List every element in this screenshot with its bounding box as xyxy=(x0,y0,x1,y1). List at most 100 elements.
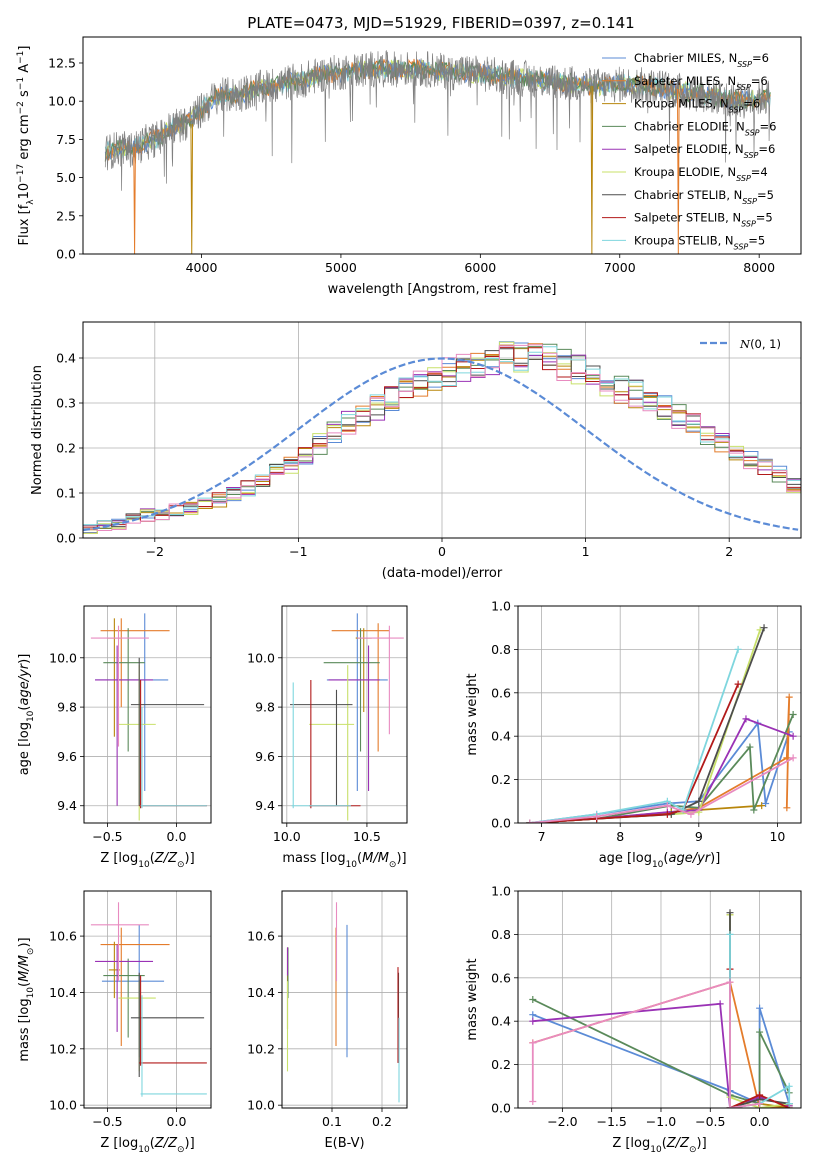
axes-frame xyxy=(517,890,802,1109)
y-tick-label: 9.6 xyxy=(57,749,77,764)
y-tick-label: 0.3 xyxy=(56,396,76,411)
label-part: ⊙ xyxy=(177,860,185,870)
label-part: N xyxy=(739,337,751,351)
weight-series-marker xyxy=(742,715,750,723)
label-part: mass weight xyxy=(465,673,480,755)
label-part: )] xyxy=(17,937,32,947)
label-part: λ xyxy=(26,199,36,205)
label-part: Chabrier MILES, N xyxy=(634,51,737,65)
y-tick-label: 1.0 xyxy=(491,599,511,614)
y-tick-label: 0.2 xyxy=(491,1057,511,1072)
legend-entry: N(0, 1) xyxy=(739,337,781,351)
label-part: SSP xyxy=(736,174,751,183)
weight-series-marker xyxy=(756,1004,764,1012)
y-tick-label: 10.0 xyxy=(49,650,77,665)
y-axis-label: mass weight xyxy=(465,673,480,755)
label-part: ( xyxy=(357,851,362,866)
label-part: ⊙ xyxy=(689,1145,697,1155)
weight-series-marker xyxy=(746,743,754,751)
label-part: SSP xyxy=(742,196,757,205)
y-axis-label: mass [log10(M/M⊙)] xyxy=(17,937,36,1061)
label-part: )] xyxy=(185,1136,195,1151)
label-part: mass [log xyxy=(282,851,345,866)
weight-series-marker xyxy=(726,978,734,986)
weight-series-marker xyxy=(789,754,797,762)
x-tick-label: 9 xyxy=(695,829,703,844)
y-tick-label: 0.8 xyxy=(491,642,511,657)
label-part: Z/Z xyxy=(154,1136,178,1151)
x-tick-label: 0.2 xyxy=(372,1114,392,1129)
y-tick-label: 0.0 xyxy=(491,1101,511,1116)
label-part: age [log xyxy=(599,851,652,866)
legend-entry: Chabrier MILES, NSSP=6 xyxy=(634,51,769,69)
axes-age-vs-Z: −0.5 0.09.49.69.810.0Z [log10(Z/Z⊙)]age [… xyxy=(17,605,212,870)
x-tick-label: −2.0 xyxy=(547,1114,577,1129)
label-part: )] xyxy=(17,654,32,664)
y-tick-label: 9.4 xyxy=(57,798,77,813)
weight-series-marker xyxy=(734,680,742,688)
label-part: E(B-V) xyxy=(324,1136,364,1151)
legend-entry: Salpeter ELODIE, NSSP=6 xyxy=(634,142,775,160)
axes-frame xyxy=(82,321,802,539)
label-part: Z/Z xyxy=(154,851,178,866)
x-axis-label: mass [log10(M/M⊙)] xyxy=(282,851,406,870)
weight-series-marker xyxy=(785,1100,793,1108)
label-part: age/yr xyxy=(668,851,711,866)
plot-area xyxy=(290,613,404,821)
x-tick-label: −1.5 xyxy=(596,1114,626,1129)
label-part: SSP xyxy=(734,242,749,251)
y-tick-label: 0.4 xyxy=(56,351,76,366)
label-part: SSP xyxy=(745,128,760,137)
y-tick-label: 0.8 xyxy=(491,927,511,942)
label-part: SSP xyxy=(729,105,744,114)
label-part: ⊙ xyxy=(389,860,397,870)
x-tick-label: 10.0 xyxy=(273,829,301,844)
y-tick-label: 10.0 xyxy=(247,1098,275,1113)
y-tick-label: 10.6 xyxy=(247,929,275,944)
weight-series-marker xyxy=(529,1097,537,1105)
axes-frame xyxy=(82,36,802,255)
axes-spectrum: 4000 5000 6000 7000 8000 0.0 2.5 5.0 7.5 10.0 12.5… xyxy=(16,36,802,297)
x-tick-label: 0.0 xyxy=(750,1114,770,1129)
errorbar-point xyxy=(130,972,205,1077)
label-part: )] xyxy=(710,851,720,866)
histogram-step-series xyxy=(83,344,801,532)
legend-entry: Salpeter STELIB, NSSP=5 xyxy=(634,211,773,229)
legend-entry: Salpeter MILES, NSSP=6 xyxy=(634,74,768,92)
errorbar-point xyxy=(130,657,205,806)
x-tick-label: 10.5 xyxy=(353,829,381,844)
errorbar-point xyxy=(139,975,207,1066)
y-tick-label: 5.0 xyxy=(56,170,76,185)
label-part: ⊙ xyxy=(26,948,36,956)
y-tick-label: 10.2 xyxy=(49,1041,77,1056)
label-part: Chabrier STELIB, N xyxy=(634,188,742,202)
plot-area xyxy=(90,902,207,1097)
errorbar-point xyxy=(323,628,380,752)
gaussian-curve xyxy=(83,357,799,532)
weight-series-marker xyxy=(762,799,770,807)
label-part: M/M xyxy=(17,955,32,982)
y-tick-label: 7.5 xyxy=(56,132,76,147)
y-tick-label: 10.4 xyxy=(49,985,77,1000)
y-axis-label: mass weight xyxy=(465,958,480,1040)
label-part: A xyxy=(17,64,32,77)
label-part: Chabrier ELODIE, N xyxy=(634,119,745,133)
label-part: =6 xyxy=(758,142,775,156)
plot-area xyxy=(526,624,797,823)
label-part: ( xyxy=(150,851,155,866)
label-part: age/yr xyxy=(17,662,32,705)
axes-frame xyxy=(281,605,408,824)
label-part: )] xyxy=(697,1136,707,1151)
x-tick-label: 10 xyxy=(769,829,785,844)
label-part: 10 xyxy=(138,1145,150,1155)
label-part: =6 xyxy=(751,74,768,88)
label-part: Z/Z xyxy=(666,1136,690,1151)
observed-spectrum-line xyxy=(104,49,771,191)
x-tick-label: −0.5 xyxy=(92,1114,122,1129)
label-part: ( xyxy=(662,1136,667,1151)
x-tick-label: 0.0 xyxy=(167,1114,187,1129)
label-part: Z [log xyxy=(100,1136,138,1151)
weight-series-marker xyxy=(726,909,734,917)
errorbar-point xyxy=(357,625,404,735)
